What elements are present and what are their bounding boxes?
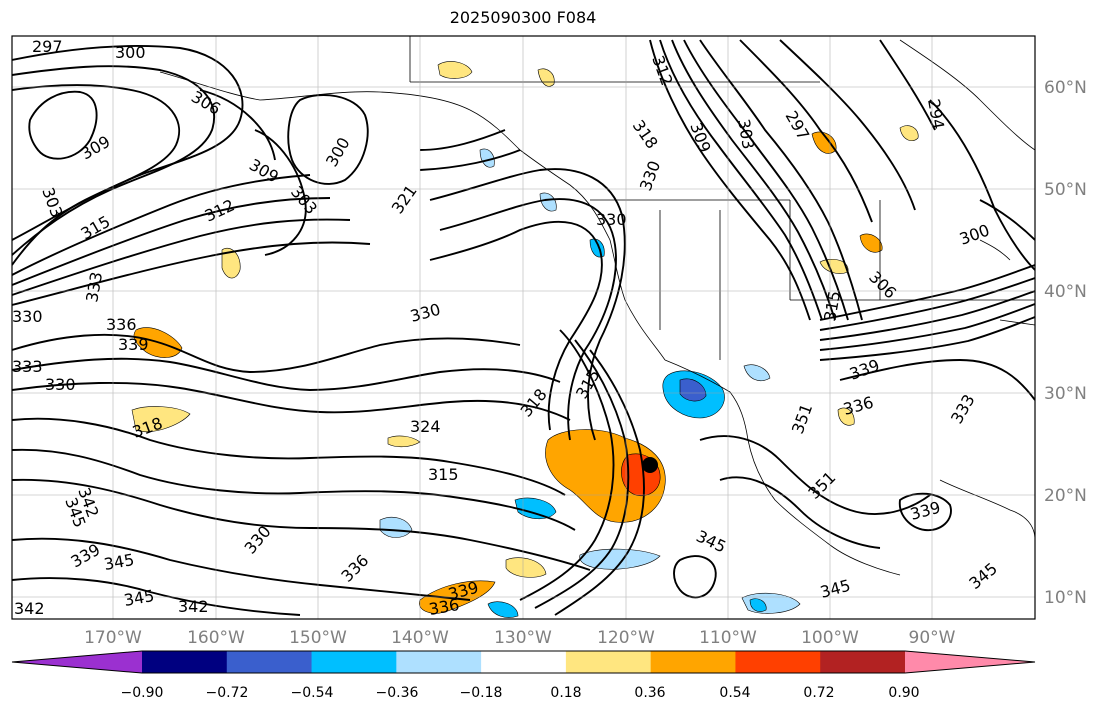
colorbar-extend-high [905, 651, 1035, 673]
lon-label-90w: 90°W [909, 628, 956, 648]
colorbar-segment [311, 651, 397, 673]
lon-label-170w: 170°W [84, 628, 142, 648]
lat-label-60n: 60°N [1044, 78, 1087, 98]
colorbar-extend-low [12, 651, 142, 673]
contour-label: 336 [106, 315, 137, 334]
shading-positive [131, 61, 919, 614]
colorbar-tick-label: −0.54 [291, 685, 334, 701]
contour-lines [12, 39, 1035, 616]
lon-label-160w: 160°W [187, 628, 245, 648]
contour-label: 300 [115, 43, 146, 62]
colorbar-segment [820, 651, 906, 673]
lon-label-120w: 120°W [597, 628, 655, 648]
map-title: 2025090300 F084 [449, 8, 597, 27]
contour-label: 330 [12, 307, 43, 326]
colorbar-tick-label: 0.90 [888, 685, 919, 701]
contour-label: 297 [32, 37, 63, 56]
contour-label: 330 [596, 210, 627, 229]
lat-label-20n: 20°N [1044, 486, 1087, 506]
colorbar-segment [396, 651, 482, 673]
contour-label: 330 [45, 375, 76, 394]
lon-label-110w: 110°W [699, 628, 757, 648]
colorbar-segment [226, 651, 313, 673]
colorbar-tick-label: 0.36 [634, 685, 665, 701]
colorbar-segment [142, 651, 228, 673]
lon-label-140w: 140°W [391, 628, 449, 648]
lon-label-100w: 100°W [801, 628, 859, 648]
colorbar-segment [481, 651, 567, 673]
lat-label-10n: 10°N [1044, 588, 1087, 608]
colorbar-tick-label: −0.90 [121, 685, 164, 701]
lat-label-40n: 40°N [1044, 282, 1087, 302]
contour-label: 339 [118, 335, 149, 354]
contour-label: 333 [12, 357, 43, 376]
colorbar-tick-label: 0.18 [550, 685, 581, 701]
lat-label-30n: 30°N [1044, 384, 1087, 404]
lon-label-150w: 150°W [289, 628, 347, 648]
colorbar-tick-label: −0.72 [206, 685, 249, 701]
colorbar-segment [735, 651, 821, 673]
colorbar-outline [11, 650, 1036, 674]
colorbar [11, 650, 1036, 674]
contour-label: 342 [14, 599, 45, 618]
map-field: 297 300 306 309 300 303 309 303 315 312 … [12, 36, 1035, 619]
contour-label: 342 [178, 597, 209, 616]
colorbar-tick-label: 0.54 [719, 685, 750, 701]
map-frame [11, 35, 1036, 620]
storm-center-marker [642, 457, 658, 473]
contour-label: 315 [428, 465, 459, 484]
colorbar-tick-label: 0.72 [803, 685, 834, 701]
colorbar-segment [650, 651, 736, 673]
lon-label-130w: 130°W [494, 628, 552, 648]
gridlines [12, 36, 1035, 619]
longitude-labels: 170°W 160°W 150°W 140°W 130°W 120°W 110°… [84, 628, 956, 648]
colorbar-segment [565, 651, 652, 673]
latitude-labels: 60°N 50°N 40°N 30°N 20°N 10°N [1044, 78, 1087, 608]
colorbar-tick-label: −0.18 [460, 685, 503, 701]
colorbar-tick-label: −0.36 [376, 685, 419, 701]
contour-label: 324 [410, 417, 441, 436]
colorbar-tick-labels: −0.90 −0.72 −0.54 −0.36 −0.18 0.18 0.36 … [121, 685, 920, 701]
lat-label-50n: 50°N [1044, 180, 1087, 200]
